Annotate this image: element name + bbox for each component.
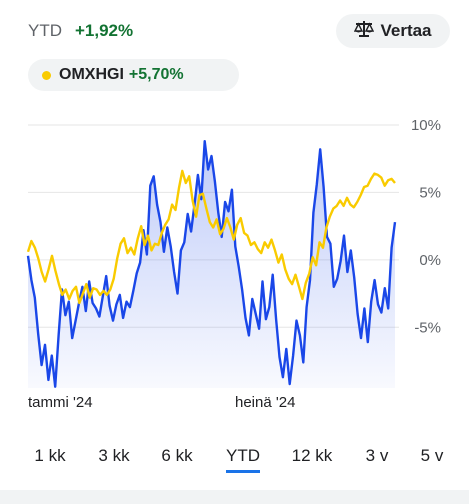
range-tab[interactable]: YTD <box>226 446 260 473</box>
index-change: +5,70% <box>128 66 184 83</box>
x-tick-label: tammi '24 <box>28 394 93 411</box>
ytd-label: YTD <box>28 21 62 40</box>
series-area <box>28 141 395 388</box>
index-price-line <box>26 169 396 305</box>
index-name: OMXHGI <box>59 66 124 83</box>
compare-index-chip[interactable]: OMXHGI +5,70% <box>28 59 239 91</box>
stock-price-line <box>26 140 397 388</box>
range-tab[interactable]: 3 v <box>365 446 389 465</box>
chart-series <box>26 140 397 388</box>
y-tick-label: -5% <box>414 319 441 336</box>
range-tab[interactable]: 5 v <box>420 446 444 465</box>
bottom-divider <box>0 490 469 504</box>
x-axis: tammi '24 heinä '24 <box>28 394 295 411</box>
scale-icon <box>354 20 375 43</box>
y-tick-label: 0% <box>419 252 441 269</box>
range-tabs: 1 kk 3 kk 6 kk YTD 12 kk 3 v 5 v <box>0 446 469 476</box>
ytd-change: +1,92% <box>75 21 134 40</box>
y-tick-label: 5% <box>419 184 441 201</box>
range-tab[interactable]: 3 kk <box>98 446 130 465</box>
index-color-dot <box>42 70 51 80</box>
range-tab[interactable]: 6 kk <box>161 446 193 465</box>
range-tab[interactable]: 1 kk <box>34 446 66 465</box>
compare-label: Vertaa <box>380 21 432 40</box>
compare-button[interactable]: Vertaa <box>336 14 450 48</box>
y-axis: 10% 5% 0% -5% <box>411 117 441 336</box>
price-chart: 10% 5% 0% -5% tammi '24 heinä '24 <box>26 117 441 411</box>
x-tick-label: heinä '24 <box>235 394 295 411</box>
y-tick-label: 10% <box>411 117 441 134</box>
range-tab[interactable]: 12 kk <box>291 446 333 465</box>
